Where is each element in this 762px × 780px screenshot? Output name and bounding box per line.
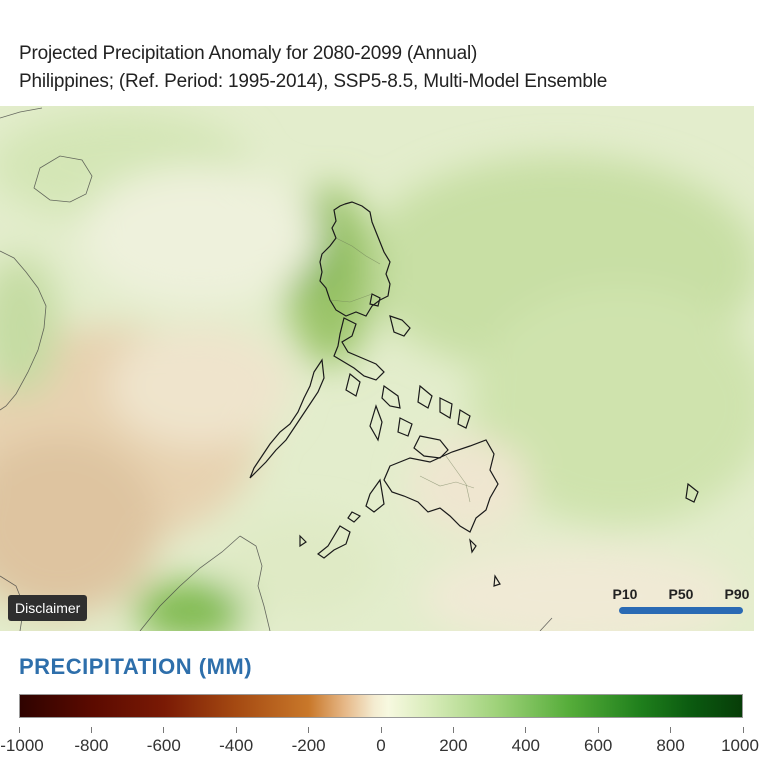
- legend-tick-mark: [452, 727, 454, 733]
- legend-tick-mark: [670, 727, 672, 733]
- legend-tick-mark: [163, 727, 165, 733]
- map-title: Projected Precipitation Anomaly for 2080…: [19, 40, 749, 96]
- percentile-slider-track[interactable]: [619, 607, 743, 614]
- legend-tick-label: -800: [74, 736, 109, 755]
- percentile-option-p50[interactable]: P50: [668, 586, 694, 602]
- legend-tick-label: -600: [146, 736, 181, 755]
- legend-tick-label: -1000: [0, 736, 44, 755]
- legend-tick-label: -400: [219, 736, 254, 755]
- legend-tick-mark: [308, 727, 310, 733]
- legend-tick-mark: [18, 727, 20, 733]
- legend-tick-mark: [742, 727, 744, 733]
- map-canvas[interactable]: [0, 106, 754, 631]
- legend-tick-label: -200: [291, 736, 326, 755]
- legend-tick-label: 1000: [721, 736, 759, 755]
- legend-tick-label: 600: [584, 736, 613, 755]
- anomaly-field: [0, 111, 754, 631]
- title-line-1: Projected Precipitation Anomaly for 2080…: [19, 43, 478, 64]
- percentile-option-p90[interactable]: P90: [724, 586, 750, 602]
- percentile-option-p10[interactable]: P10: [612, 586, 638, 602]
- legend-tick-label: 800: [656, 736, 685, 755]
- legend-tick-label: 400: [511, 736, 540, 755]
- percentile-selector[interactable]: P10 P50 P90: [605, 586, 755, 616]
- legend-tick-mark: [235, 727, 237, 733]
- legend-tick-mark: [90, 727, 92, 733]
- legend-tick-label: 0: [376, 736, 386, 755]
- legend-tick-mark: [597, 727, 599, 733]
- admin-boundaries: [329, 237, 475, 503]
- legend-tick-label: 200: [439, 736, 468, 755]
- legend-tick-mark: [380, 727, 382, 733]
- legend-color-bar: [19, 694, 743, 718]
- legend-title: PRECIPITATION (MM): [19, 654, 253, 679]
- legend-tick-mark: [525, 727, 527, 733]
- precipitation-map[interactable]: [0, 106, 754, 631]
- disclaimer-button[interactable]: Disclaimer: [8, 595, 88, 621]
- title-line-2: Philippines; (Ref. Period: 1995-2014), S…: [19, 71, 608, 92]
